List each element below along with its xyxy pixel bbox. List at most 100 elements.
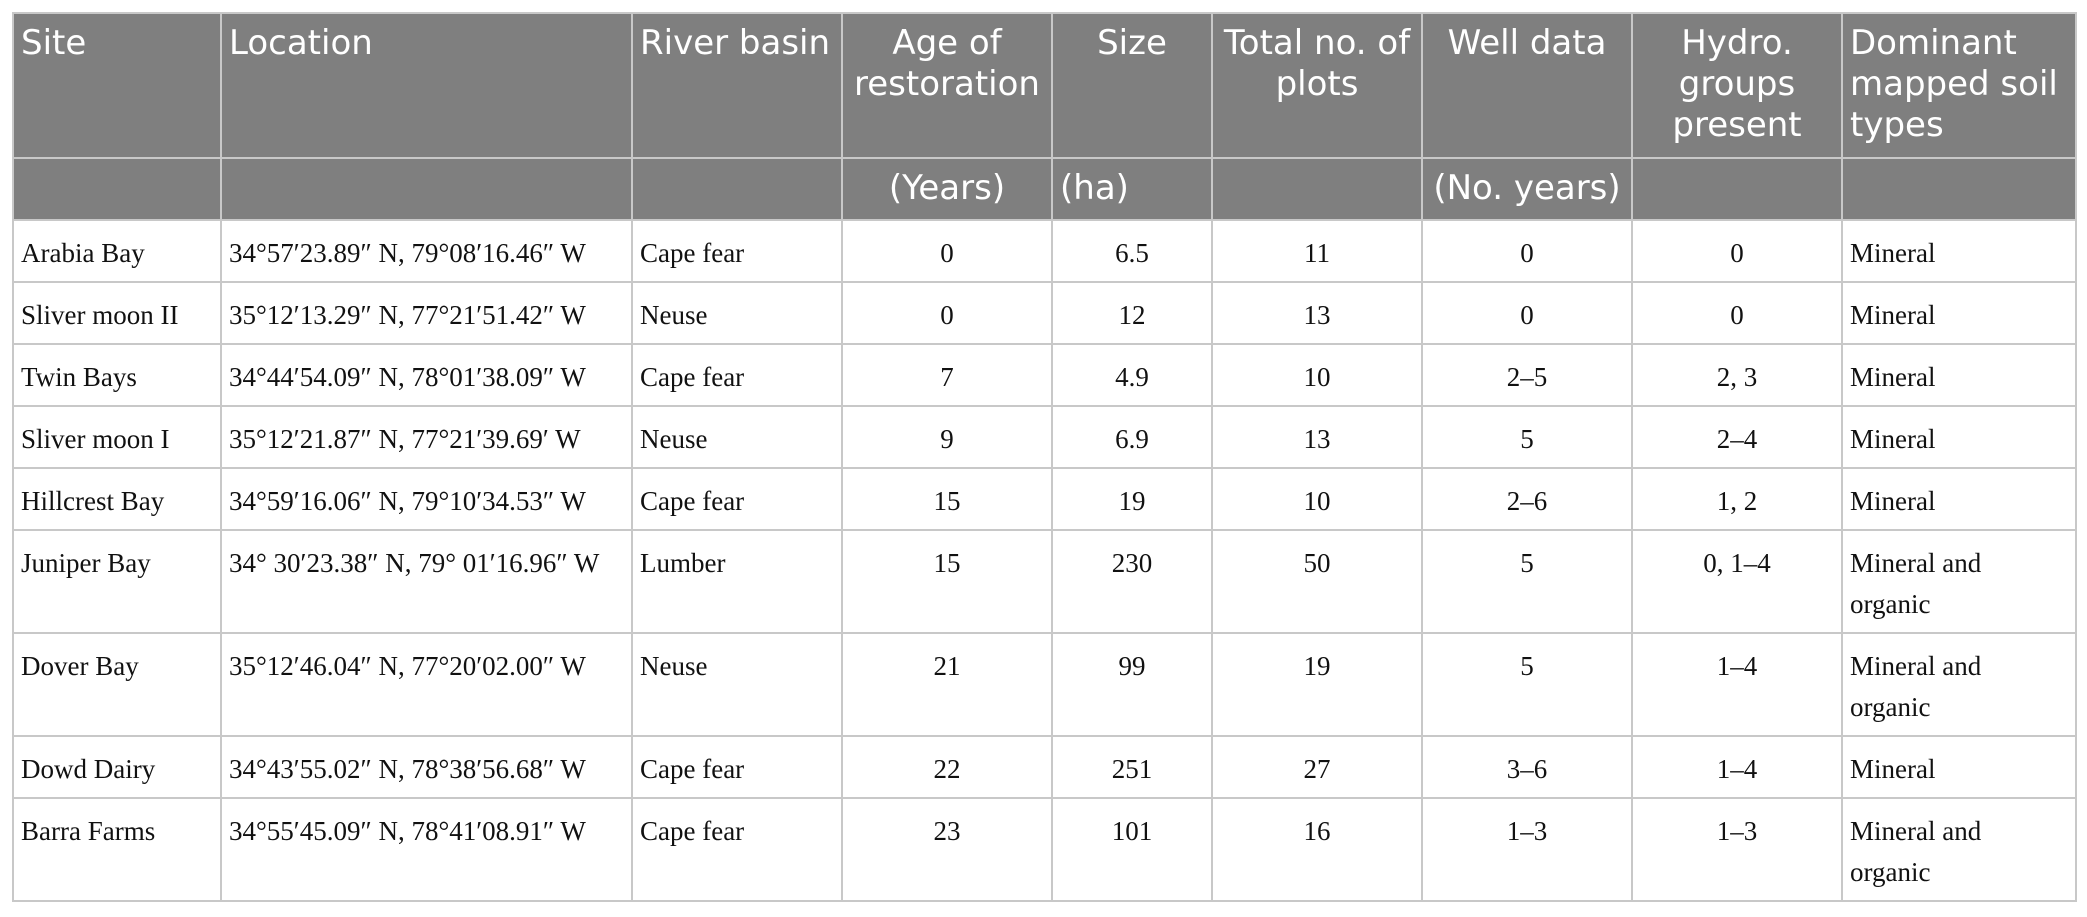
cell-size: 6.9 — [1051, 405, 1213, 469]
cell-location: 34°57′23.89″ N, 79°08′16.46″ W — [220, 219, 633, 283]
cell-site: Barra Farms — [12, 797, 222, 902]
cell-site: Twin Bays — [12, 343, 222, 407]
cell-location: 34°55′45.09″ N, 78°41′08.91″ W — [220, 797, 633, 902]
header-size: Size — [1051, 12, 1213, 159]
cell-hydro: 2–4 — [1631, 405, 1843, 469]
cell-basin: Neuse — [631, 405, 843, 469]
cell-site: Juniper Bay — [12, 529, 222, 634]
cell-age: 22 — [841, 735, 1053, 799]
header-well-data: Well data — [1421, 12, 1633, 159]
units-site — [12, 157, 222, 221]
header-row: Site Location River basin Age of restora… — [12, 12, 2077, 159]
cell-well: 2–5 — [1421, 343, 1633, 407]
cell-size: 6.5 — [1051, 219, 1213, 283]
table-row: Dover Bay 35°12′46.04″ N, 77°20′02.00″ W… — [12, 632, 2077, 737]
table-row: Hillcrest Bay 34°59′16.06″ N, 79°10′34.5… — [12, 467, 2077, 531]
table-header: Site Location River basin Age of restora… — [12, 12, 2077, 221]
cell-soil: Mineral — [1841, 343, 2077, 407]
cell-soil: Mineral — [1841, 735, 2077, 799]
cell-well: 0 — [1421, 219, 1633, 283]
cell-soil: Mineral and organic — [1841, 797, 2077, 902]
cell-hydro: 0, 1–4 — [1631, 529, 1843, 634]
cell-site: Hillcrest Bay — [12, 467, 222, 531]
cell-size: 251 — [1051, 735, 1213, 799]
header-site: Site — [12, 12, 222, 159]
units-river-basin — [631, 157, 843, 221]
cell-age: 21 — [841, 632, 1053, 737]
header-river-basin: River basin — [631, 12, 843, 159]
table-row: Dowd Dairy 34°43′55.02″ N, 78°38′56.68″ … — [12, 735, 2077, 799]
cell-age: 9 — [841, 405, 1053, 469]
cell-soil: Mineral — [1841, 405, 2077, 469]
cell-plots: 16 — [1211, 797, 1423, 902]
units-age: (Years) — [841, 157, 1053, 221]
cell-age: 7 — [841, 343, 1053, 407]
header-hydro-groups: Hydro. groups present — [1631, 12, 1843, 159]
cell-hydro: 2, 3 — [1631, 343, 1843, 407]
cell-hydro: 0 — [1631, 281, 1843, 345]
cell-basin: Cape fear — [631, 735, 843, 799]
cell-hydro: 1, 2 — [1631, 467, 1843, 531]
header-plots: Total no. of plots — [1211, 12, 1423, 159]
cell-basin: Lumber — [631, 529, 843, 634]
cell-hydro: 1–3 — [1631, 797, 1843, 902]
cell-site: Sliver moon II — [12, 281, 222, 345]
cell-well: 3–6 — [1421, 735, 1633, 799]
cell-size: 99 — [1051, 632, 1213, 737]
cell-well: 2–6 — [1421, 467, 1633, 531]
cell-soil: Mineral — [1841, 281, 2077, 345]
cell-size: 19 — [1051, 467, 1213, 531]
cell-basin: Cape fear — [631, 219, 843, 283]
cell-plots: 10 — [1211, 467, 1423, 531]
cell-basin: Neuse — [631, 632, 843, 737]
cell-basin: Cape fear — [631, 467, 843, 531]
table-row: Arabia Bay 34°57′23.89″ N, 79°08′16.46″ … — [12, 219, 2077, 283]
cell-location: 35°12′46.04″ N, 77°20′02.00″ W — [220, 632, 633, 737]
cell-basin: Cape fear — [631, 343, 843, 407]
table-row: Juniper Bay 34° 30′23.38″ N, 79° 01′16.9… — [12, 529, 2077, 634]
cell-well: 0 — [1421, 281, 1633, 345]
cell-soil: Mineral and organic — [1841, 632, 2077, 737]
cell-hydro: 1–4 — [1631, 632, 1843, 737]
cell-soil: Mineral — [1841, 219, 2077, 283]
cell-well: 1–3 — [1421, 797, 1633, 902]
cell-location: 34°43′55.02″ N, 78°38′56.68″ W — [220, 735, 633, 799]
units-hydro-groups — [1631, 157, 1843, 221]
units-row: (Years) (ha) (No. years) — [12, 157, 2077, 221]
cell-plots: 13 — [1211, 405, 1423, 469]
cell-site: Dowd Dairy — [12, 735, 222, 799]
header-location: Location — [220, 12, 633, 159]
cell-plots: 50 — [1211, 529, 1423, 634]
table-row: Sliver moon II 35°12′13.29″ N, 77°21′51.… — [12, 281, 2077, 345]
data-table-container: Site Location River basin Age of restora… — [12, 12, 2077, 902]
units-size: (ha) — [1051, 157, 1213, 221]
cell-site: Arabia Bay — [12, 219, 222, 283]
units-well-data: (No. years) — [1421, 157, 1633, 221]
table-row: Barra Farms 34°55′45.09″ N, 78°41′08.91″… — [12, 797, 2077, 902]
cell-plots: 10 — [1211, 343, 1423, 407]
cell-well: 5 — [1421, 405, 1633, 469]
cell-age: 0 — [841, 281, 1053, 345]
cell-size: 4.9 — [1051, 343, 1213, 407]
table-row: Sliver moon I 35°12′21.87″ N, 77°21′39.6… — [12, 405, 2077, 469]
cell-hydro: 1–4 — [1631, 735, 1843, 799]
cell-well: 5 — [1421, 632, 1633, 737]
cell-hydro: 0 — [1631, 219, 1843, 283]
cell-well: 5 — [1421, 529, 1633, 634]
cell-location: 35°12′13.29″ N, 77°21′51.42″ W — [220, 281, 633, 345]
cell-age: 15 — [841, 529, 1053, 634]
cell-location: 34° 30′23.38″ N, 79° 01′16.96″ W — [220, 529, 633, 634]
header-age: Age of restoration — [841, 12, 1053, 159]
cell-basin: Cape fear — [631, 797, 843, 902]
table-body: Arabia Bay 34°57′23.89″ N, 79°08′16.46″ … — [12, 219, 2077, 902]
table-row: Twin Bays 34°44′54.09″ N, 78°01′38.09″ W… — [12, 343, 2077, 407]
cell-plots: 13 — [1211, 281, 1423, 345]
cell-site: Sliver moon I — [12, 405, 222, 469]
cell-size: 230 — [1051, 529, 1213, 634]
units-soil-types — [1841, 157, 2077, 221]
cell-plots: 11 — [1211, 219, 1423, 283]
cell-age: 15 — [841, 467, 1053, 531]
cell-age: 0 — [841, 219, 1053, 283]
units-plots — [1211, 157, 1423, 221]
cell-plots: 27 — [1211, 735, 1423, 799]
